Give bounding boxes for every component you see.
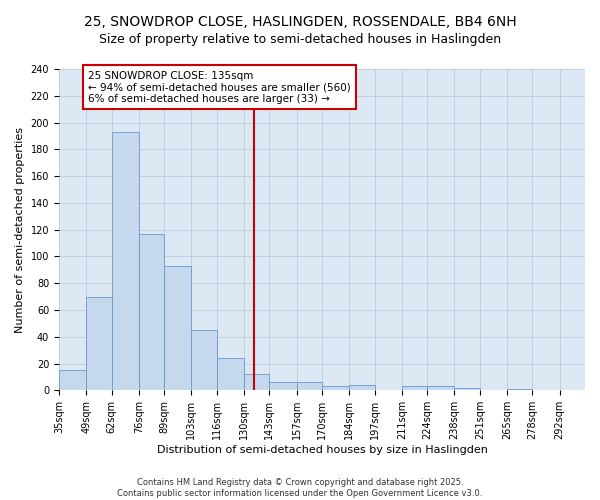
Text: Contains HM Land Registry data © Crown copyright and database right 2025.
Contai: Contains HM Land Registry data © Crown c… bbox=[118, 478, 482, 498]
Bar bbox=[217, 358, 244, 390]
Bar bbox=[164, 266, 191, 390]
X-axis label: Distribution of semi-detached houses by size in Haslingden: Distribution of semi-detached houses by … bbox=[157, 445, 487, 455]
Bar bbox=[59, 370, 86, 390]
Bar bbox=[139, 234, 164, 390]
Bar bbox=[269, 382, 296, 390]
Bar bbox=[402, 386, 427, 390]
Bar bbox=[454, 388, 480, 390]
Bar bbox=[112, 132, 139, 390]
Bar bbox=[349, 385, 374, 390]
Bar bbox=[191, 330, 217, 390]
Text: Size of property relative to semi-detached houses in Haslingden: Size of property relative to semi-detach… bbox=[99, 32, 501, 46]
Bar bbox=[86, 296, 112, 390]
Text: 25, SNOWDROP CLOSE, HASLINGDEN, ROSSENDALE, BB4 6NH: 25, SNOWDROP CLOSE, HASLINGDEN, ROSSENDA… bbox=[83, 15, 517, 29]
Bar bbox=[427, 386, 454, 390]
Bar bbox=[322, 386, 349, 390]
Text: 25 SNOWDROP CLOSE: 135sqm
← 94% of semi-detached houses are smaller (560)
6% of : 25 SNOWDROP CLOSE: 135sqm ← 94% of semi-… bbox=[88, 70, 351, 104]
Y-axis label: Number of semi-detached properties: Number of semi-detached properties bbox=[15, 126, 25, 332]
Bar bbox=[507, 389, 532, 390]
Bar bbox=[296, 382, 322, 390]
Bar bbox=[244, 374, 269, 390]
